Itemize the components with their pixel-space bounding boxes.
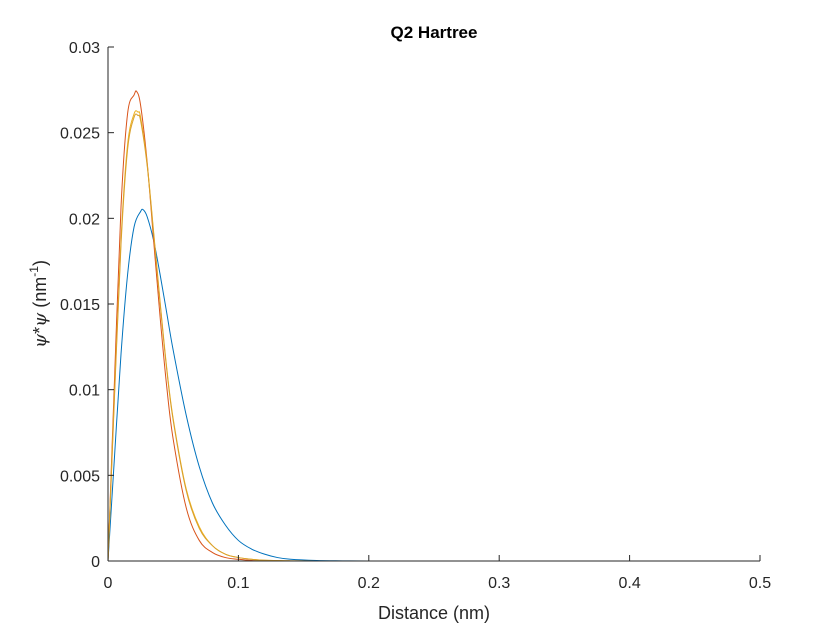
x-tick-label: 0.2 [358, 575, 380, 592]
y-tick-label: 0.025 [60, 126, 100, 143]
x-tick-label: 0.4 [618, 575, 640, 592]
y-axis-label-psi-2: ψ [30, 312, 51, 327]
axes: 0 0.1 0.2 0.3 0.4 0.5 0 0.005 0.01 0.015 0.02 0.02… [60, 40, 771, 592]
y-ticks: 0 0.005 0.01 0.015 0.02 0.025 0.03 [60, 40, 114, 571]
x-tick-label: 0 [104, 575, 113, 592]
y-axis-label-close: ) [30, 260, 50, 266]
x-tick-label: 0.1 [227, 575, 249, 592]
y-tick-label: 0.015 [60, 297, 100, 314]
y-tick-label: 0.03 [69, 40, 100, 57]
y-axis-label-psi: ψ [30, 333, 51, 348]
y-tick-label: 0 [91, 554, 100, 571]
chart-title: Q2 Hartree [391, 23, 478, 42]
y-axis-label: ψ*ψ (nm-1) [27, 260, 51, 348]
x-tick-label: 0.3 [488, 575, 510, 592]
x-tick-label: 0.5 [749, 575, 771, 592]
y-tick-label: 0.005 [60, 468, 100, 485]
y-tick-label: 0.01 [69, 383, 100, 400]
y-axis-label-unit: (nm [30, 277, 50, 313]
y-axis-label-star: * [30, 327, 50, 334]
y-axis-label-exponent: -1 [27, 266, 41, 277]
x-ticks: 0 0.1 0.2 0.3 0.4 0.5 [104, 555, 771, 592]
x-axis-label: Distance (nm) [378, 603, 490, 623]
y-tick-label: 0.02 [69, 211, 100, 228]
